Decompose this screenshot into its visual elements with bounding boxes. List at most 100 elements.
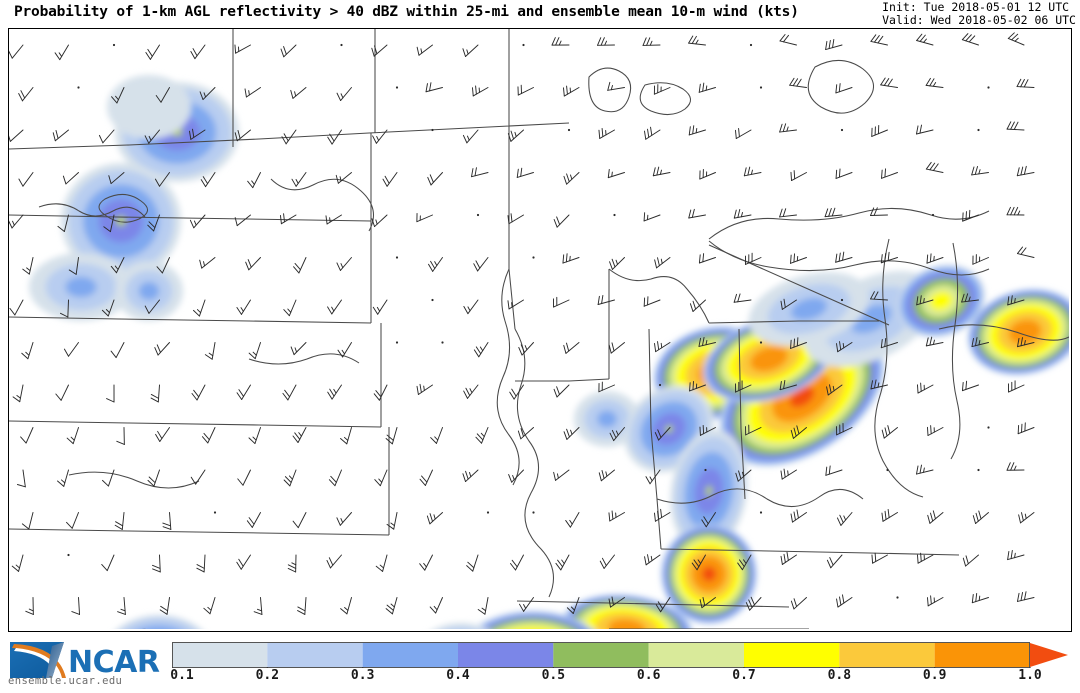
wind-barb [824,207,843,218]
wind-barb [962,554,979,567]
wind-barb [147,214,160,232]
colorbar-segment [744,643,840,667]
wind-barb [1007,295,1025,306]
prob-blob-corridor [670,429,748,553]
colorbar-segment [458,643,554,667]
wind-barb [154,172,170,187]
wind-barb [608,510,625,522]
wind-barb-calm [931,213,935,217]
wind-barb [609,257,625,270]
colorbar-swatches[interactable] [172,642,1070,668]
wind-barb [462,44,479,57]
wind-barb-calm [213,511,217,514]
wind-barb-calm [987,426,990,429]
wind-barb [881,168,898,179]
wind-barb [870,379,888,390]
page-title: Probability of 1-km AGL reflectivity > 4… [14,4,799,20]
wind-barb [190,44,206,60]
wind-barb [12,384,24,403]
wind-barb-calm [522,43,525,47]
colorbar[interactable]: 0.1 0.2 0.3 0.4 0.5 0.6 0.7 0.8 0.9 1.0 [170,642,1070,690]
wind-barb [385,427,398,445]
wind-barb [597,37,615,46]
state-line-h1 [9,214,372,222]
wind-barb [280,44,297,58]
wind-barb [1017,337,1035,348]
wind-barb [337,342,352,358]
wind-barb-calm [759,341,763,344]
colorbar-tick-label: 0.8 [827,668,852,683]
wind-barb [555,554,570,571]
wind-barb [1006,121,1025,131]
ncar-logo[interactable]: NCAR [6,638,166,690]
state-line-up [708,244,890,326]
wind-barb [245,257,261,271]
wind-barb [689,381,706,392]
colorbar-segment [267,643,363,667]
wind-barb [103,214,115,233]
wind-barb [563,172,580,185]
wind-barb [471,85,489,97]
wind-barb [372,299,388,315]
wind-barb [1016,78,1035,88]
wind-barb [836,341,853,353]
wind-barb [57,469,69,487]
wind-barb [743,166,762,177]
wind-barb [147,469,160,487]
wind-barb-calm [112,43,116,47]
map-panel[interactable] [8,28,1072,632]
wind-barb [117,597,126,615]
wind-barb [327,129,342,145]
wind-barb [22,257,34,275]
wind-barb [191,384,206,401]
wind-barb [416,383,433,395]
wind-barb [733,208,752,219]
wind-barb [881,425,898,439]
wind-barb [462,469,479,483]
wind-barb [154,342,170,356]
wind-barb [880,337,898,349]
wind-barb [652,166,671,177]
wind-barb [598,127,615,139]
state-line-h3 [9,420,382,428]
wind-barb [1016,165,1035,177]
wind-barb [566,597,580,614]
wind-barb [336,512,352,526]
colorbar-tick-label: 0.6 [636,668,661,683]
wind-barb [20,427,34,444]
wind-barb [282,384,297,401]
wind-barb [836,512,853,526]
wind-barb [1007,550,1025,561]
wind-barb [645,469,661,485]
wind-barb [916,33,934,46]
map-canvas[interactable] [9,29,1069,629]
wind-barb [961,380,979,392]
prob-blob-east [967,288,1069,376]
wind-barb [55,384,69,401]
wind-barb [66,427,79,445]
colorbar-segment [172,643,268,667]
wind-barb [688,125,706,136]
wind-barb [150,384,160,403]
wind-barb-calm [749,43,753,47]
wind-barb [293,257,307,274]
wind-barb [21,342,34,360]
colorbar-tick-labels: 0.1 0.2 0.3 0.4 0.5 0.6 0.7 0.8 0.9 1.0 [170,668,1070,688]
wind-barb [745,596,762,611]
wind-barb [563,342,580,354]
wind-barb [553,384,570,398]
wind-barb [655,597,671,613]
wind-barb-calm [759,511,763,514]
wind-barb [1017,422,1035,435]
wind-barb [200,172,216,188]
wind-barb [145,44,160,60]
colorbar-segment [839,643,935,667]
wind-barb [972,510,989,525]
wind-barb [190,469,206,485]
wind-barb [292,512,307,529]
lake-michigan [874,238,924,498]
wind-barb-calm [476,213,480,217]
wind-barb [607,168,625,179]
wind-barb [689,299,706,312]
wind-barb [248,427,261,445]
